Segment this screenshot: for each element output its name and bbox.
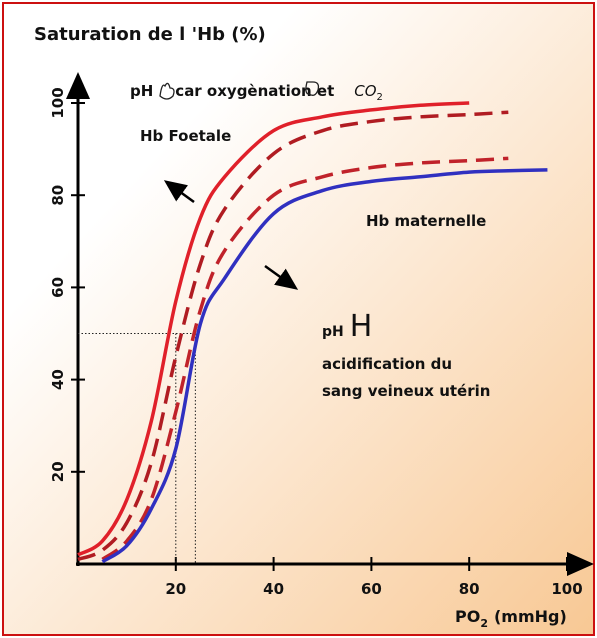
- chart-title: Saturation de l 'Hb (%): [34, 24, 266, 45]
- x-label-sub: 2: [480, 617, 488, 630]
- arrow-right: [264, 264, 299, 290]
- y-tick-label: 60: [49, 277, 67, 298]
- x-tick-label: 20: [165, 580, 186, 598]
- label-ph: pH H: [322, 309, 372, 344]
- y-tick-label: 20: [49, 461, 67, 482]
- curve: [101, 168, 548, 564]
- label-h: H: [350, 309, 373, 344]
- x-tick-label: 100: [551, 580, 582, 598]
- annotation-co: CO: [354, 82, 376, 100]
- curve: [77, 101, 470, 557]
- axes: [66, 72, 594, 576]
- x-label-unit: (mmHg): [494, 607, 567, 626]
- curve: [77, 110, 509, 562]
- annotation-co-sub: 2: [377, 92, 383, 103]
- hand-icon-up: [159, 82, 175, 100]
- x-axis-label: PO2 (mmHg): [455, 607, 567, 630]
- label-foetale: Hb Foetale: [140, 127, 231, 145]
- x-tick-label: 60: [361, 580, 382, 598]
- annotation-ph: pH: [130, 82, 153, 100]
- annotation: pH car oxygènation et CO2: [130, 82, 383, 103]
- curve: [101, 156, 509, 561]
- y-tick-label: 100: [49, 87, 67, 118]
- y-tick-label: 80: [49, 185, 67, 206]
- y-tick-label: 40: [49, 369, 67, 390]
- x-tick-label: 40: [263, 580, 284, 598]
- x-tick-label: 80: [459, 580, 480, 598]
- label-ph-text: pH: [322, 324, 344, 340]
- label-acid2: sang veineux utérin: [322, 382, 490, 400]
- annotation-text: car oxygènation et: [175, 82, 334, 100]
- x-label-main: PO: [455, 607, 480, 626]
- arrow-left: [163, 180, 195, 204]
- label-maternelle: Hb maternelle: [366, 212, 486, 230]
- hand-icon-down: [305, 81, 320, 96]
- label-acid1: acidification du: [322, 355, 452, 373]
